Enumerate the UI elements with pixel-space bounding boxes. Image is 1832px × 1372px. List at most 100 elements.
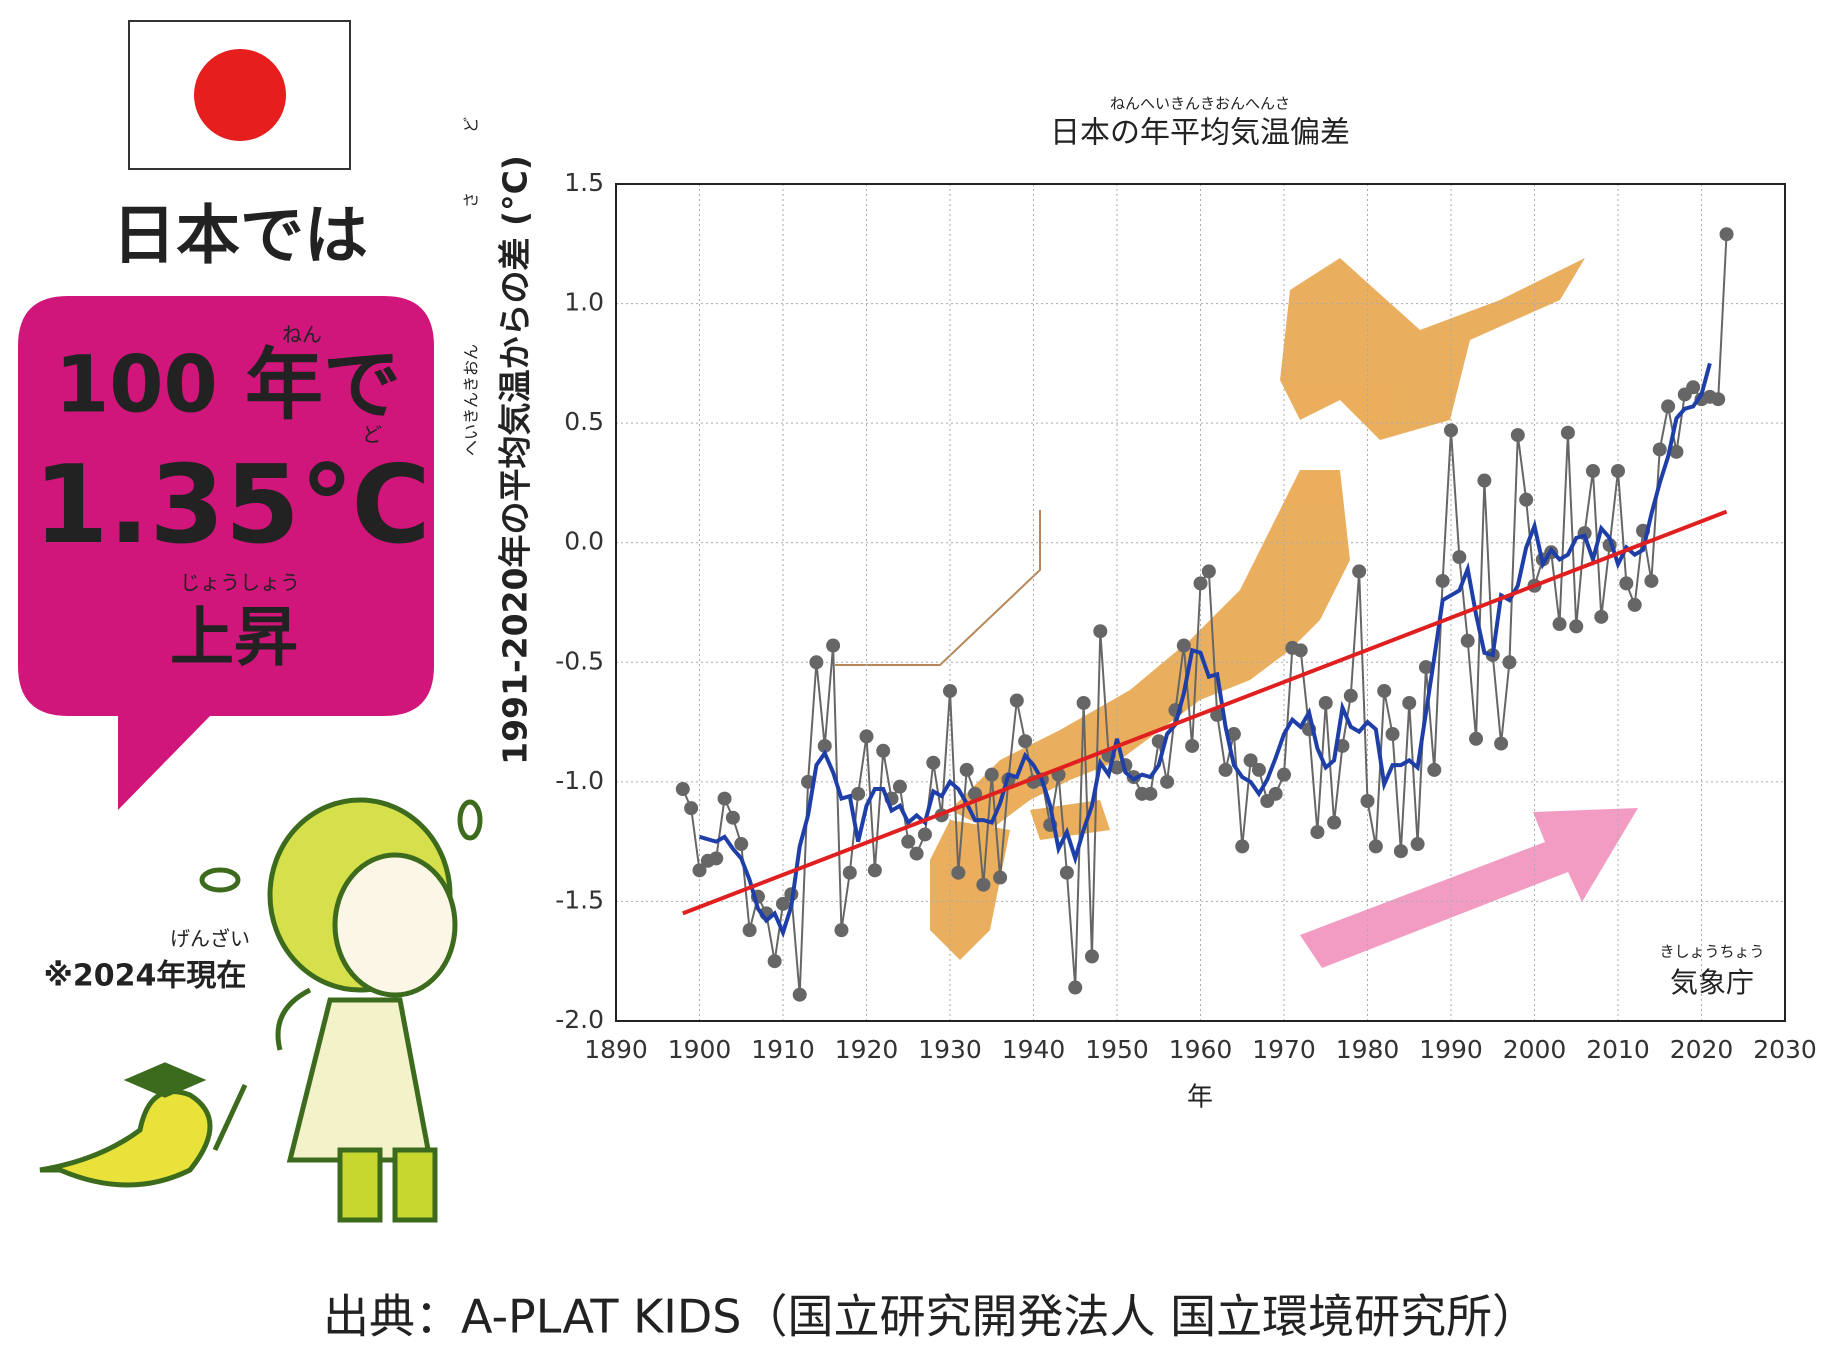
rise-arrow bbox=[1300, 808, 1638, 968]
data-point bbox=[926, 755, 941, 770]
x-tick-label: 1960 bbox=[1169, 1035, 1233, 1064]
data-point bbox=[959, 762, 974, 777]
data-point bbox=[1661, 399, 1676, 414]
ruby: さ bbox=[462, 192, 481, 208]
data-point bbox=[976, 877, 991, 892]
source: 出典：A-PLAT KIDS（国立研究開発法人 国立環境研究所） bbox=[323, 1290, 1538, 1344]
data-point bbox=[1368, 839, 1383, 854]
data-point bbox=[851, 786, 866, 801]
data-point bbox=[742, 923, 757, 938]
y-axis-label: 1991-2020年の平均気温からの差 (°C) bbox=[496, 155, 535, 765]
x-tick-label: 1970 bbox=[1252, 1035, 1316, 1064]
data-point bbox=[1076, 695, 1091, 710]
data-point bbox=[867, 863, 882, 878]
x-axis-label: 年 bbox=[1187, 1083, 1213, 1113]
data-point bbox=[943, 683, 957, 698]
data-point bbox=[1477, 473, 1492, 488]
data-point bbox=[1243, 753, 1258, 768]
data-point bbox=[734, 837, 749, 852]
data-point bbox=[993, 870, 1008, 885]
x-tick-label: 1890 bbox=[584, 1035, 648, 1064]
data-point bbox=[834, 923, 849, 938]
ruby: ど bbox=[362, 423, 382, 447]
data-point bbox=[1435, 573, 1450, 588]
y-tick-label: -1.0 bbox=[555, 766, 604, 795]
data-point bbox=[1502, 655, 1517, 670]
data-point bbox=[1352, 564, 1367, 579]
data-point bbox=[1427, 762, 1442, 777]
data-point bbox=[1268, 786, 1283, 801]
data-point bbox=[1193, 576, 1208, 591]
data-point bbox=[1510, 428, 1525, 443]
x-tick-label: 1940 bbox=[1002, 1035, 1066, 1064]
data-point bbox=[1644, 573, 1659, 588]
data-point bbox=[901, 834, 916, 849]
data-point bbox=[1444, 423, 1458, 438]
data-point bbox=[1418, 660, 1433, 675]
data-point bbox=[717, 791, 732, 806]
data-point bbox=[1176, 638, 1191, 653]
y-tick-label: 1.5 bbox=[564, 168, 604, 197]
x-tick-label: 1900 bbox=[668, 1035, 732, 1064]
ruby: ねん bbox=[282, 323, 322, 347]
data-point bbox=[1519, 492, 1534, 507]
ruby: げんざい bbox=[170, 927, 250, 951]
data-point bbox=[709, 851, 724, 866]
data-point bbox=[1377, 683, 1392, 698]
data-point bbox=[1327, 815, 1342, 830]
data-point bbox=[1410, 837, 1425, 852]
data-point bbox=[1318, 695, 1333, 710]
data-point bbox=[1494, 736, 1509, 751]
data-point bbox=[1235, 839, 1250, 854]
x-tick-label: 1950 bbox=[1085, 1035, 1149, 1064]
data-point bbox=[1452, 550, 1467, 565]
x-tick-label: 1980 bbox=[1336, 1035, 1400, 1064]
data-point bbox=[968, 786, 983, 801]
data-point bbox=[1611, 463, 1625, 478]
data-point bbox=[1277, 767, 1291, 782]
data-point bbox=[1343, 688, 1358, 703]
data-point bbox=[1185, 738, 1200, 753]
plot-frame bbox=[615, 183, 1786, 1022]
data-point bbox=[1402, 695, 1417, 710]
x-tick-label: 1930 bbox=[918, 1035, 982, 1064]
ruby: ど bbox=[462, 117, 481, 133]
flag-sun bbox=[194, 49, 286, 141]
data-point bbox=[767, 954, 782, 969]
country: 日本では bbox=[112, 200, 368, 274]
data-point bbox=[1569, 619, 1584, 634]
data-point bbox=[842, 865, 857, 880]
x-tick-label: 2010 bbox=[1586, 1035, 1650, 1064]
data-point bbox=[809, 655, 824, 670]
speech-bubble bbox=[18, 296, 434, 810]
data-point bbox=[1059, 865, 1074, 880]
rise-text: 上昇 bbox=[170, 602, 298, 676]
data-point bbox=[951, 865, 966, 880]
series-line bbox=[682, 509, 1728, 916]
x-tick-label: 1910 bbox=[751, 1035, 815, 1064]
data-point bbox=[684, 801, 699, 816]
ruby: ねんへいきんきおんへんさ bbox=[1110, 95, 1290, 113]
data-point bbox=[675, 782, 690, 797]
series-line bbox=[698, 362, 1712, 939]
data-point bbox=[826, 638, 841, 653]
data-point bbox=[1469, 731, 1484, 746]
x-tick-label: 2030 bbox=[1753, 1035, 1817, 1064]
data-point bbox=[1552, 617, 1567, 632]
data-point bbox=[1360, 793, 1375, 808]
data-point bbox=[1160, 774, 1175, 789]
annotation: 気象庁 bbox=[1670, 966, 1754, 999]
note: ※2024年現在 bbox=[44, 959, 247, 994]
y-tick-label: 1.0 bbox=[564, 288, 604, 317]
data-point bbox=[792, 987, 807, 1002]
data-point bbox=[1310, 825, 1325, 840]
y-tick-label: -0.5 bbox=[555, 646, 604, 675]
data-point bbox=[692, 863, 707, 878]
data-point bbox=[776, 896, 790, 911]
y-tick-label: -1.5 bbox=[555, 885, 604, 914]
data-point bbox=[1084, 949, 1099, 964]
x-tick-label: 2020 bbox=[1670, 1035, 1734, 1064]
rise-value: 1.35℃ bbox=[33, 443, 430, 568]
